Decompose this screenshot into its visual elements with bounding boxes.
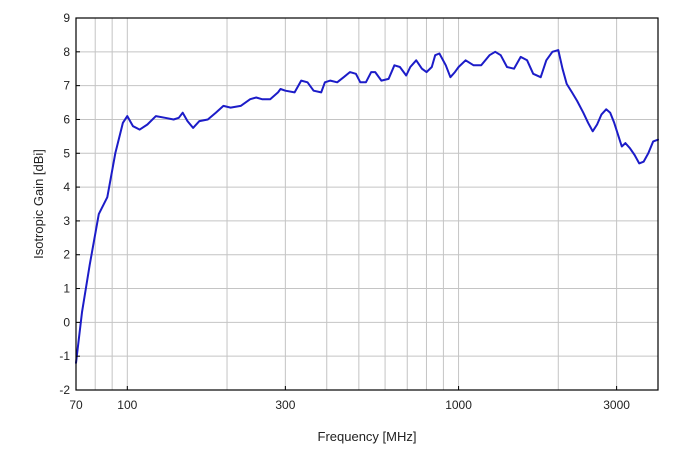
x-tick-label: 100 xyxy=(117,398,137,412)
plot-frame xyxy=(75,17,659,391)
y-tick-label: 7 xyxy=(63,79,70,93)
gain-series-line xyxy=(75,49,659,364)
x-tick-label: 3000 xyxy=(603,398,630,412)
y-tick-label: 8 xyxy=(63,45,70,59)
tick-labels: -2 -1 0 1 2 3 4 5 6 7 8 9 70 100 300 1000 3000 xyxy=(59,11,630,412)
y-tick-label: 3 xyxy=(63,214,70,228)
y-tick-label: 4 xyxy=(63,180,70,194)
y-tick-label: 1 xyxy=(63,282,70,296)
x-axis-label: Frequency [MHz] xyxy=(318,429,417,444)
y-tick-label: 0 xyxy=(63,315,70,329)
y-tick-label: -2 xyxy=(59,383,70,397)
x-tick-label: 300 xyxy=(275,398,295,412)
y-axis-label: Isotropic Gain [dBi] xyxy=(31,149,46,259)
x-tick-label: 1000 xyxy=(445,398,472,412)
y-tick-label: 2 xyxy=(63,248,70,262)
y-tick-label: -1 xyxy=(59,349,70,363)
y-tick-label: 6 xyxy=(63,112,70,126)
grid xyxy=(75,17,659,391)
series-layer xyxy=(75,49,659,364)
x-tick-label: 70 xyxy=(69,398,83,412)
y-tick-label: 9 xyxy=(63,11,70,25)
y-tick-label: 5 xyxy=(63,146,70,160)
